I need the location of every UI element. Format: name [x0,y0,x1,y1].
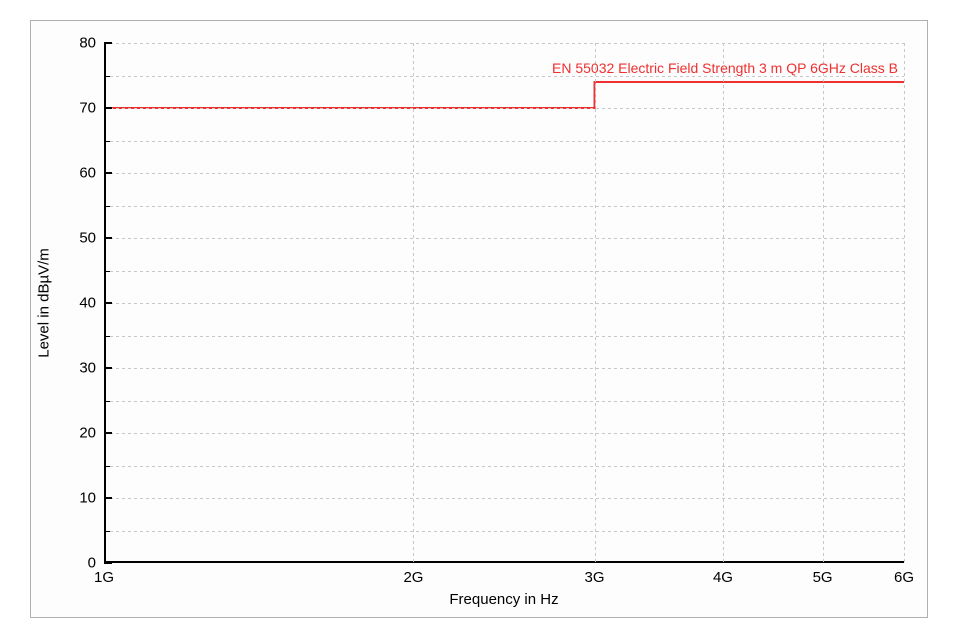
y-tick-label: 80 [79,35,96,52]
y-tick-label: 40 [79,295,96,312]
x-tick-label: 2G [403,569,423,586]
y-tick-major [104,367,112,369]
gridline-horizontal [104,498,904,499]
gridline-horizontal [104,238,904,239]
gridline-horizontal-minor [104,271,904,272]
x-tick-label: 1G [94,569,114,586]
gridline-vertical [723,43,724,563]
x-tick-label: 5G [813,569,833,586]
y-tick-minor [104,141,110,142]
gridline-horizontal-minor [104,466,904,467]
gridline-horizontal-minor [104,336,904,337]
y-tick-major [104,42,112,44]
gridline-vertical [823,43,824,563]
gridline-horizontal-minor [104,141,904,142]
y-tick-minor [104,271,110,272]
gridline-horizontal [104,108,904,109]
y-tick-minor [104,76,110,77]
x-tick-label: 3G [585,569,605,586]
chart-outer-frame: 010203040506070801G2G3G4G5G6GEN 55032 El… [30,20,928,618]
gridline-vertical [413,43,414,563]
gridline-vertical [904,43,905,563]
gridline-horizontal-minor [104,401,904,402]
y-tick-major [104,237,112,239]
y-tick-major [104,172,112,174]
y-tick-minor [104,401,110,402]
x-tick-label: 6G [894,569,914,586]
gridline-horizontal [104,368,904,369]
y-tick-label: 60 [79,165,96,182]
y-tick-label: 50 [79,230,96,247]
x-axis-label: Frequency in Hz [449,591,558,608]
gridline-horizontal [104,43,904,44]
y-tick-label: 30 [79,360,96,377]
y-axis-label: Level in dBµV/m [36,248,53,358]
y-tick-label: 70 [79,100,96,117]
y-tick-minor [104,206,110,207]
y-tick-major [104,497,112,499]
y-tick-major [104,107,112,109]
gridline-horizontal [104,433,904,434]
y-tick-minor [104,336,110,337]
limit-line [104,82,904,108]
y-tick-minor [104,466,110,467]
gridline-vertical [595,43,596,563]
x-tick-label: 4G [713,569,733,586]
y-tick-minor [104,531,110,532]
y-tick-label: 10 [79,490,96,507]
gridline-horizontal-minor [104,531,904,532]
y-tick-major [104,432,112,434]
gridline-horizontal [104,303,904,304]
y-tick-major [104,562,112,564]
y-tick-label: 20 [79,425,96,442]
gridline-horizontal-minor [104,206,904,207]
gridline-horizontal [104,173,904,174]
series-label: EN 55032 Electric Field Strength 3 m QP … [552,60,898,76]
plot-area: 010203040506070801G2G3G4G5G6GEN 55032 El… [104,43,904,563]
y-tick-major [104,302,112,304]
